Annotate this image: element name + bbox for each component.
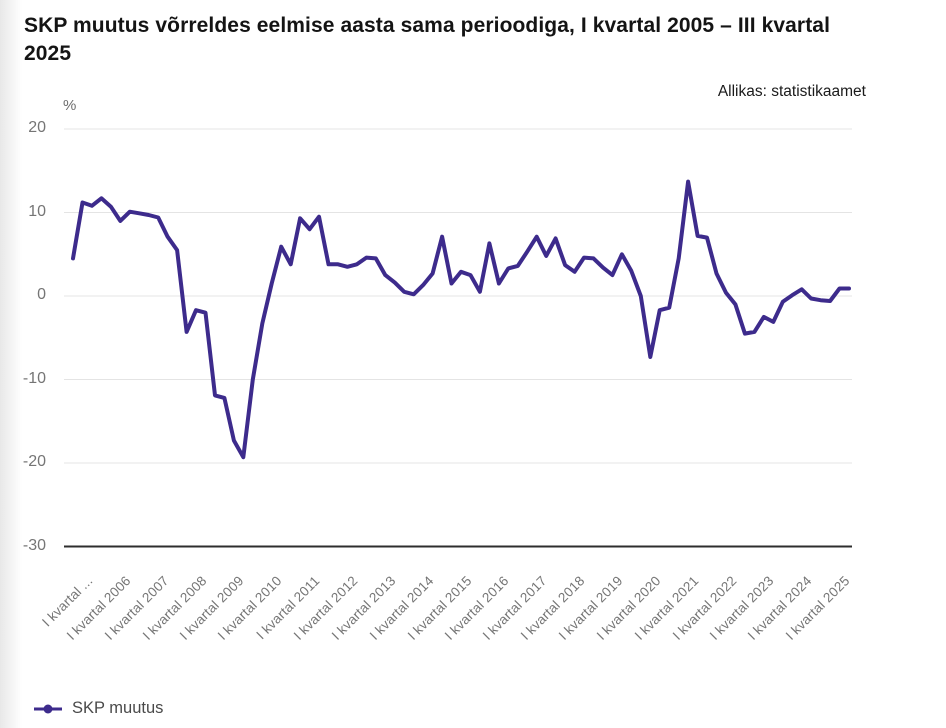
legend-label: SKP muutus (72, 699, 164, 717)
chart-title: SKP muutus võrreldes eelmise aasta sama … (24, 14, 831, 65)
source-credit: Allikas: statistikaamet (717, 83, 866, 100)
y-tick-label: -30 (22, 536, 46, 554)
legend-item-skp-muutus[interactable]: SKP muutus (33, 699, 163, 718)
y-tick-label: -20 (22, 453, 46, 470)
y-tick-label: 0 (37, 286, 46, 303)
gdp-change-line-series (71, 179, 851, 460)
y-axis-unit-label: % (63, 97, 77, 114)
y-tick-label: 10 (28, 202, 46, 220)
legend-line-marker-icon (33, 703, 63, 715)
y-tick-label: -10 (22, 369, 46, 387)
y-tick-label: 20 (28, 119, 46, 136)
